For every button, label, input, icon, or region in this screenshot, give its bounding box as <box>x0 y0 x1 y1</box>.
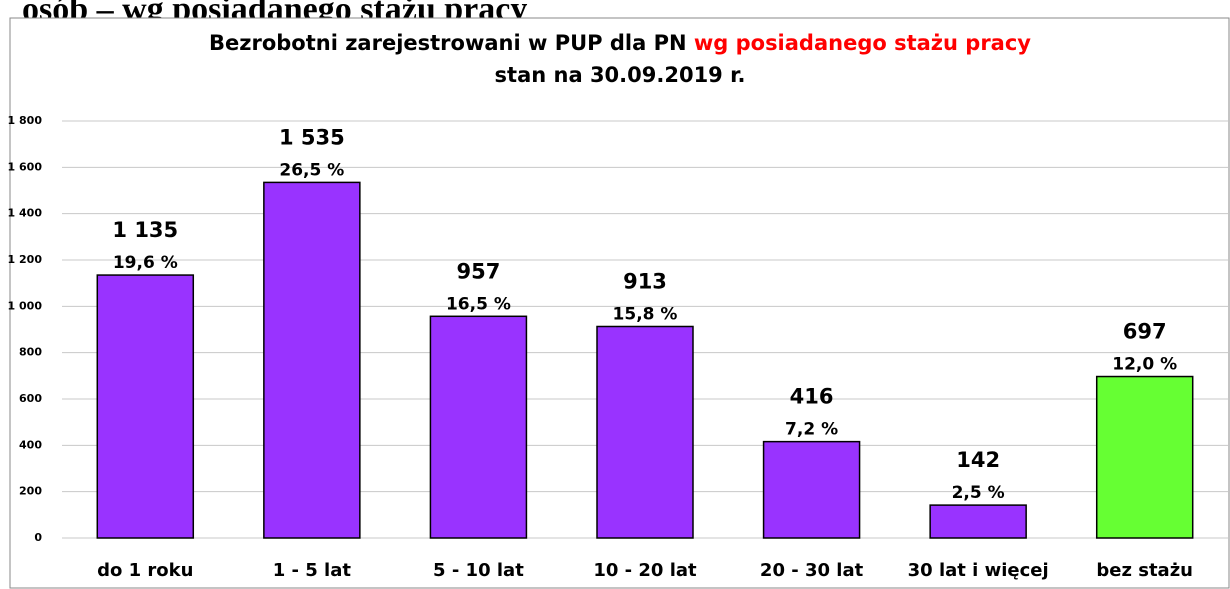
y-tick-label: 1 000 <box>8 299 43 312</box>
x-tick-label: 5 - 10 lat <box>433 560 524 581</box>
x-tick-label: 10 - 20 lat <box>593 560 697 581</box>
bar <box>429 315 528 539</box>
y-tick-label: 1 200 <box>8 253 43 266</box>
y-tick-label: 1 400 <box>8 207 43 220</box>
bar <box>96 274 195 539</box>
bar <box>263 181 361 539</box>
x-tick-label: bez stażu <box>1096 560 1193 581</box>
value-label: 1 135 <box>112 218 178 242</box>
percent-label: 2,5 % <box>952 483 1005 503</box>
y-tick-label: 600 <box>19 392 42 405</box>
bar <box>1095 375 1194 539</box>
bar <box>762 440 861 539</box>
title-main: Bezrobotni zarejestrowani w PUP dla PN <box>209 31 694 55</box>
x-tick-label: 1 - 5 lat <box>273 560 352 581</box>
chart-title: Bezrobotni zarejestrowani w PUP dla PN w… <box>209 31 1031 55</box>
value-label: 1 535 <box>279 125 345 149</box>
y-tick-label: 0 <box>34 531 42 544</box>
percent-label: 15,8 % <box>613 304 678 324</box>
x-tick-label: do 1 roku <box>97 560 193 581</box>
y-tick-label: 800 <box>19 346 42 359</box>
percent-label: 16,5 % <box>446 294 511 314</box>
percent-label: 12,0 % <box>1112 355 1177 375</box>
y-tick-label: 1 600 <box>8 160 43 173</box>
y-tick-label: 200 <box>19 485 42 498</box>
value-label: 913 <box>623 269 667 293</box>
value-label: 142 <box>956 448 1000 472</box>
bar <box>929 504 1027 539</box>
percent-label: 19,6 % <box>113 253 178 273</box>
y-tick-label: 1 800 <box>8 114 43 127</box>
percent-label: 7,2 % <box>785 420 838 440</box>
value-label: 416 <box>790 385 834 409</box>
value-label: 957 <box>457 259 501 283</box>
bar <box>596 325 694 539</box>
percent-label: 26,5 % <box>279 160 344 180</box>
title-highlight: wg posiadanego stażu pracy <box>694 31 1031 55</box>
chart-subtitle: stan na 30.09.2019 r. <box>495 63 746 87</box>
x-tick-label: 30 lat i więcej <box>908 560 1049 581</box>
x-tick-label: 20 - 30 lat <box>760 560 864 581</box>
value-label: 697 <box>1123 320 1167 344</box>
y-tick-label: 400 <box>19 438 42 451</box>
